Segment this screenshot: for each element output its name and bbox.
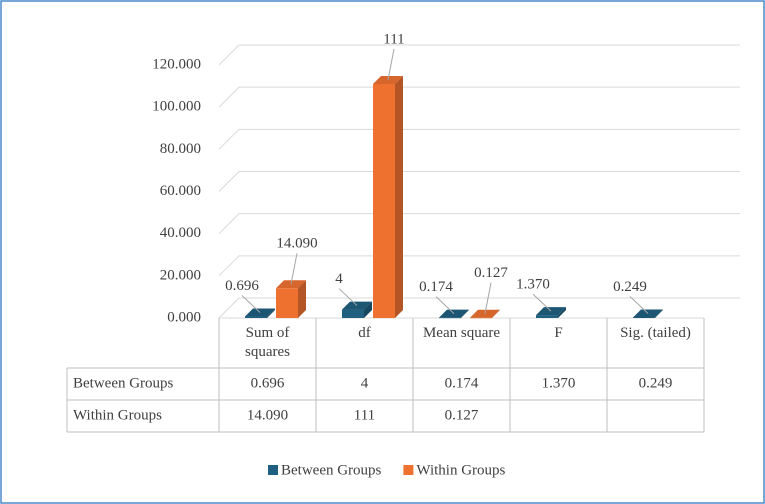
bar-side [298, 280, 306, 318]
leader-line [241, 295, 261, 313]
y-tick-label: 0.000 [167, 309, 201, 325]
data-label: 0.174 [419, 279, 453, 295]
bar-front [470, 317, 492, 319]
x-tick-label: Mean square [422, 325, 501, 341]
data-label: 0.249 [613, 279, 647, 295]
leader-line [435, 296, 455, 314]
grid-line [218, 128, 740, 150]
bar-front [342, 309, 364, 318]
bar-side [492, 309, 500, 318]
y-tick-label: 100.000 [152, 99, 201, 115]
bar-front [536, 315, 558, 318]
table-cell: 4 [361, 375, 369, 391]
legend-swatch [268, 465, 278, 475]
grid-line [218, 297, 740, 319]
legend-swatch [403, 465, 414, 475]
table-cell: 0.174 [445, 375, 479, 391]
leader-line [387, 48, 395, 81]
bar [276, 280, 306, 318]
data-label: 1.370 [516, 277, 550, 293]
grid-line [218, 44, 740, 66]
bar-front [633, 317, 655, 318]
leader-line [532, 293, 552, 312]
y-tick-label: 20.000 [160, 267, 201, 283]
table-cell: 14.090 [247, 407, 288, 423]
data-label: 111 [383, 31, 404, 47]
bar-front [276, 288, 298, 318]
leader-line [290, 253, 298, 285]
x-tick-label: Sum of squares [245, 325, 290, 360]
bar-side [364, 301, 372, 318]
data-label: 0.696 [225, 278, 259, 294]
bar-front [373, 83, 395, 318]
x-tick-label: Sig. (tailed) [620, 325, 691, 341]
table-cell: 111 [354, 407, 375, 423]
table-cell: 0.696 [251, 375, 285, 391]
bar [373, 75, 403, 318]
table-cell: 0.127 [445, 407, 479, 423]
row-header: Between Groups [73, 375, 174, 391]
grid-line [218, 213, 740, 235]
bar-front [245, 316, 267, 318]
y-tick-label: 60.000 [160, 183, 201, 199]
table-cell: 0.249 [639, 375, 673, 391]
leader-line [338, 288, 358, 306]
bar-side [395, 75, 403, 318]
bar-side [558, 307, 566, 318]
data-label: 0.127 [474, 265, 508, 281]
y-tick-label: 120.000 [152, 56, 201, 72]
y-tick-label: 80.000 [160, 141, 201, 157]
x-tick-label: df [358, 325, 371, 341]
grid-line [218, 255, 740, 277]
row-header: Within Groups [73, 407, 162, 423]
data-label: 4 [335, 271, 343, 287]
legend-label: Between Groups [281, 462, 382, 478]
legend-label: Within Groups [416, 462, 505, 478]
bar-front [439, 317, 461, 319]
x-tick-label: F [554, 325, 563, 341]
bar-side [267, 308, 275, 318]
leader-line [484, 282, 492, 314]
table-cell: 1.370 [542, 375, 576, 391]
data-label: 14.090 [276, 236, 317, 252]
grid-line [218, 86, 740, 108]
bar-side [655, 309, 663, 318]
y-tick-label: 40.000 [160, 225, 201, 241]
grid-line [218, 171, 740, 192]
leader-line [629, 296, 649, 314]
bar-side [461, 309, 469, 318]
